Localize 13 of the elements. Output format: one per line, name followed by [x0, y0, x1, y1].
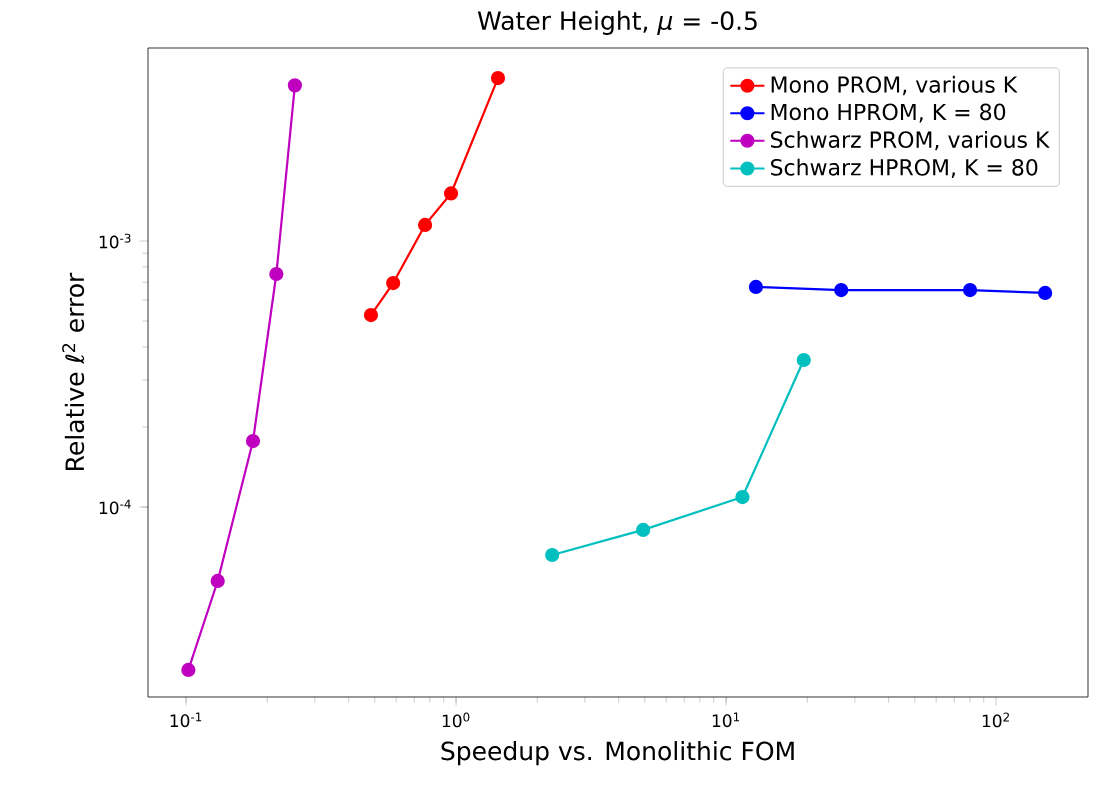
- x-tick-label: 10$^{0}$: [442, 712, 470, 728]
- x-tick-label: 10$^{1}$: [712, 712, 740, 728]
- x-tick-label: 10$^{2}$: [982, 712, 1009, 728]
- legend-label: Schwarz PROM, various K: [770, 130, 1050, 151]
- x-axis-title: Speedup vs. Monolithic FOM: [441, 741, 794, 766]
- chart-title: Water Height, μ = -0.5: [477, 10, 757, 35]
- legend-label: Schwarz HPROM, K = 80: [770, 158, 1038, 178]
- x-tick-label: 10$^{-1}$: [170, 712, 202, 728]
- y-tick-label: 10$^{-3}$: [99, 233, 131, 249]
- legend-label: Mono PROM, various K: [771, 75, 1018, 96]
- y-tick-label: 10$^{-4}$: [99, 499, 131, 515]
- y-axis-title: Relative ℓ$^{2}$ error: [62, 272, 85, 470]
- legend-label: Mono HPROM, K = 80: [771, 103, 1006, 123]
